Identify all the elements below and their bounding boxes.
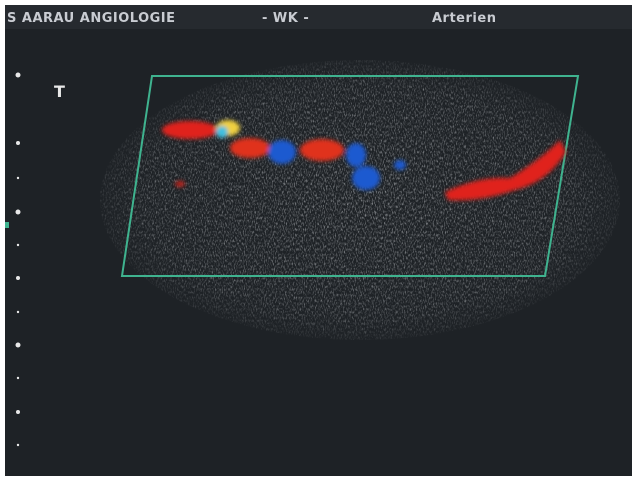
flow-aliasing [216,126,228,138]
speckle-noise [90,60,630,350]
depth-dot [16,376,20,380]
header-bar [5,5,632,29]
depth-dot [15,72,21,78]
depth-dot [15,342,21,348]
flow-red [300,139,344,161]
depth-dot [15,209,21,215]
header-left: S AARAU ANGIOLOGIE [7,11,176,26]
flow-red [162,121,218,139]
flow-blue [268,140,296,164]
flow-blue [352,166,380,190]
flow-blue [394,160,406,170]
header-right: Arterien [432,11,496,26]
depth-dot [16,310,20,314]
color-box [120,75,580,277]
transducer-marker: T [54,82,65,101]
tissue-speckle [90,60,630,350]
depth-dot [16,176,20,180]
focus-marker [5,222,9,228]
depth-dot [16,243,20,247]
doppler-flow [162,120,566,201]
depth-dot [16,443,20,447]
depth-dot [16,141,20,145]
depth-scale [5,72,21,447]
header-center: - WK - [262,11,309,26]
flow-blue [346,143,366,167]
flow-red [445,140,566,201]
flow-red [175,181,185,187]
depth-dot [16,410,20,414]
depth-dot [16,276,20,280]
flow-red [230,138,270,158]
